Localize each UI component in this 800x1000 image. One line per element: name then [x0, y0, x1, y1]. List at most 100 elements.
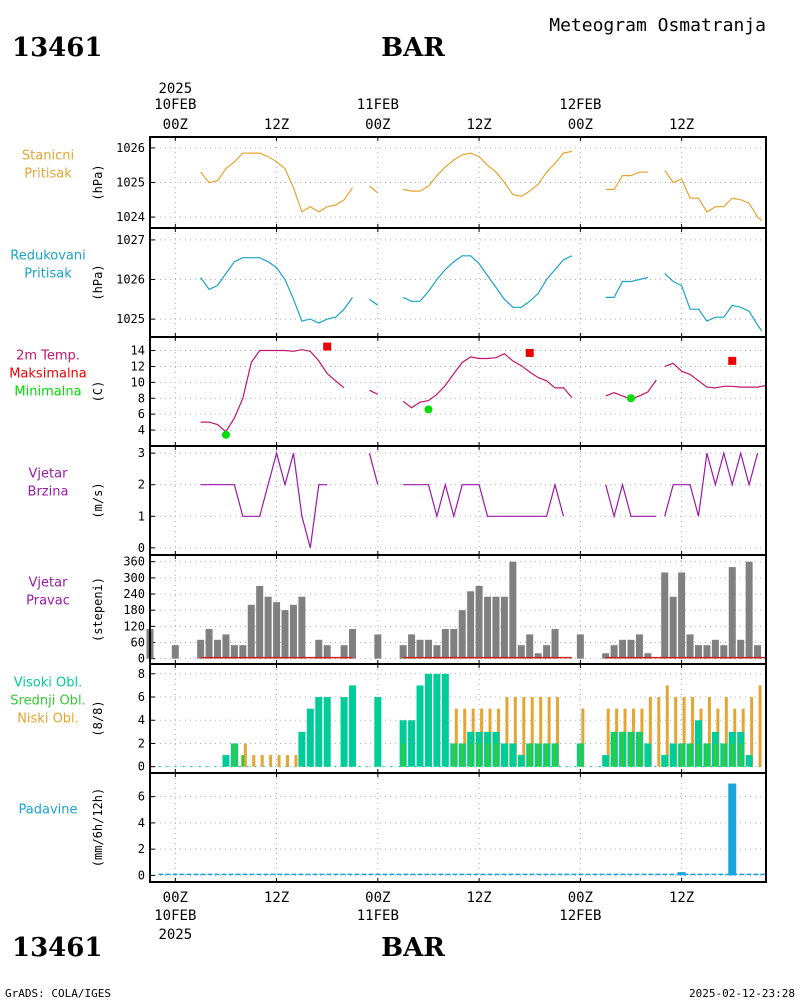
y-tick-label: 2	[138, 736, 145, 750]
mid-cloud-bar	[469, 743, 473, 767]
high-cloud-bar	[408, 720, 416, 767]
time-label: 12Z	[264, 117, 289, 133]
y-tick-label: 1026	[116, 273, 145, 287]
y-tick-label: 1025	[116, 312, 145, 326]
y-tick-label: 0	[138, 760, 145, 774]
direction-bar	[728, 567, 736, 659]
direction-bar	[230, 645, 238, 659]
direction-bar	[171, 645, 179, 659]
direction-bar	[686, 634, 694, 659]
direction-bar	[289, 604, 297, 659]
panel-label: Visoki Obl.	[14, 676, 82, 691]
panel-label: Stanicni	[22, 149, 74, 164]
panel-precipitation: 0 2 4 6 Padavine (mm/6h/12h)	[19, 772, 767, 883]
date-label: 12FEB	[559, 97, 601, 113]
panel-frame	[149, 227, 767, 338]
direction-bar	[450, 629, 458, 659]
mid-cloud-bar	[553, 743, 557, 767]
direction-bar	[374, 634, 382, 659]
y-tick-label: 0	[138, 652, 145, 666]
low-cloud-bar	[556, 697, 560, 767]
series-line	[403, 482, 565, 519]
direction-bar	[441, 629, 449, 659]
low-cloud-bar	[691, 697, 695, 767]
low-cloud-bar	[758, 685, 762, 767]
panel-label: Niski Obl.	[17, 712, 79, 727]
y-tick-label: 180	[123, 603, 145, 617]
y-tick-label: 12	[131, 359, 145, 373]
high-cloud-bar	[349, 685, 357, 767]
direction-bar	[475, 585, 483, 659]
chart-title: Meteogram Osmatranja	[549, 15, 766, 36]
mid-cloud-bar	[232, 743, 236, 767]
y-tick-label: 0	[138, 541, 145, 555]
high-cloud-bar	[441, 673, 449, 767]
panel-label: Srednji Obl.	[10, 694, 85, 709]
direction-bar	[694, 645, 702, 659]
low-cloud-bar	[530, 697, 534, 767]
direction-bar	[264, 596, 272, 659]
y-tick-label: 240	[123, 587, 145, 601]
mid-cloud-bar	[688, 743, 692, 767]
station-name-bottom: BAR	[381, 933, 445, 963]
series-line	[369, 389, 379, 395]
low-cloud-bar	[682, 697, 686, 767]
direction-bar	[720, 645, 728, 659]
time-label: 00Z	[568, 117, 593, 133]
direction-bar	[315, 639, 323, 659]
series-line	[605, 171, 648, 190]
y-tick-label: 300	[123, 571, 145, 585]
direction-bar	[408, 634, 416, 659]
low-cloud-bar	[505, 697, 509, 767]
low-cloud-bar	[294, 755, 298, 767]
unit-label: (stepeni)	[91, 577, 105, 642]
high-cloud-bar	[602, 755, 610, 767]
y-tick-label: 1025	[116, 176, 145, 190]
series-line	[605, 276, 649, 298]
unit-label: (hPa)	[91, 164, 105, 200]
precip-bar	[728, 783, 737, 876]
direction-bar	[458, 610, 466, 659]
high-cloud-bar	[323, 697, 331, 767]
date-label: 10FEB	[154, 97, 196, 113]
mid-cloud-bar	[612, 731, 616, 767]
direction-bar	[669, 596, 677, 659]
y-tick-label: 1	[138, 509, 145, 523]
year-label: 2025	[158, 81, 192, 97]
direction-bar	[661, 572, 669, 659]
direction-bar	[197, 639, 205, 659]
direction-bar	[433, 645, 441, 659]
direction-bar	[635, 634, 643, 659]
direction-bar	[467, 591, 475, 659]
unit-label: (m/s)	[91, 482, 105, 518]
series-line	[368, 453, 379, 485]
direction-bar	[576, 634, 584, 659]
high-cloud-bar	[517, 755, 525, 767]
low-cloud-bar	[724, 697, 728, 767]
y-tick-label: 4	[138, 423, 145, 437]
direction-bar	[602, 653, 610, 659]
high-cloud-bar	[433, 673, 441, 767]
high-cloud-bar	[644, 743, 652, 767]
high-cloud-bar	[661, 755, 669, 767]
panel-label: Pravac	[26, 594, 70, 609]
unit-label: (mm/6h/12h)	[91, 788, 105, 867]
panel-label: Maksimalna	[9, 367, 87, 382]
mid-cloud-bar	[452, 743, 456, 767]
y-tick-label: 6	[138, 690, 145, 704]
low-cloud-bar	[665, 685, 669, 767]
direction-bar	[399, 645, 407, 659]
panel-station_pressure: 1024 1025 1026 Stanicni Pritisak (hPa)	[22, 136, 767, 229]
high-cloud-bar	[340, 697, 348, 767]
low-cloud-bar	[252, 755, 256, 767]
y-tick-label: 6	[138, 407, 145, 421]
time-label: 00Z	[163, 117, 188, 133]
station-number-top: 13461	[12, 33, 102, 63]
mid-cloud-bar	[730, 743, 734, 767]
time-label: 12Z	[669, 117, 694, 133]
mid-cloud-bar	[241, 755, 245, 767]
high-cloud-bar	[745, 755, 753, 767]
y-tick-label: 360	[123, 555, 145, 569]
direction-bar	[517, 645, 525, 659]
